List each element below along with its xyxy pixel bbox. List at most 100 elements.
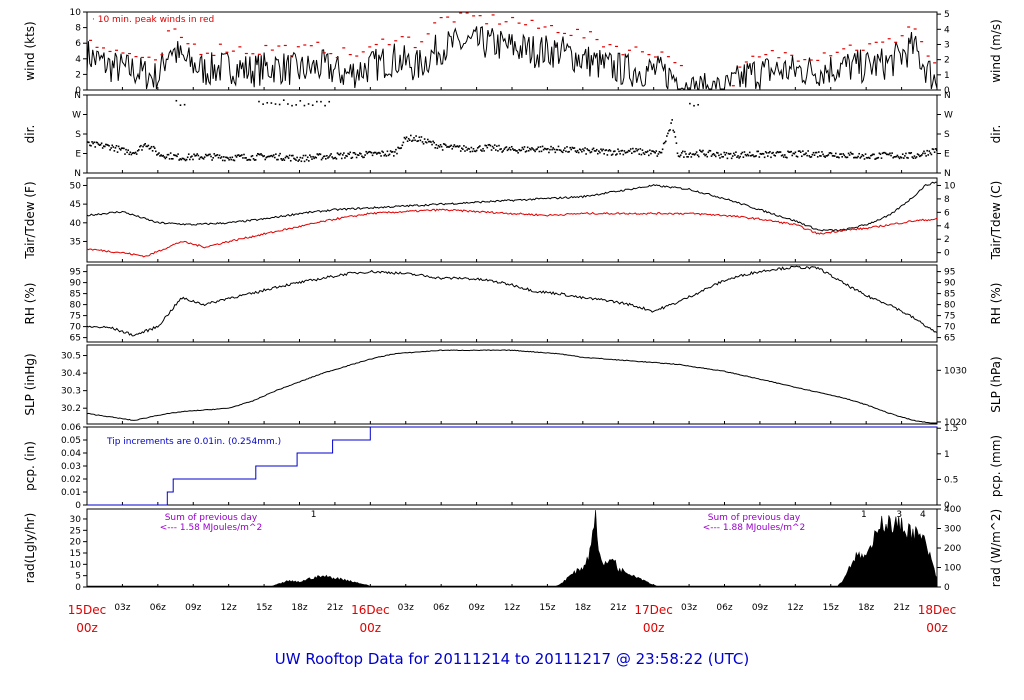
right-tick-label-temp: 8 <box>944 195 950 205</box>
direction-dot <box>886 153 888 156</box>
direction-dot <box>796 155 799 158</box>
direction-dot <box>590 151 593 153</box>
direction-dot <box>275 153 277 155</box>
direction-dot <box>728 153 731 155</box>
direction-dot <box>517 151 519 154</box>
direction-dot <box>889 152 891 155</box>
direction-dot <box>901 153 904 156</box>
right-tick-label-wind: 0 <box>944 86 950 96</box>
direction-dot <box>815 151 818 154</box>
direction-dot <box>156 154 158 156</box>
direction-dot <box>907 157 909 159</box>
direction-dot <box>578 148 581 151</box>
left-axis-label-slp: SLP (inHg) <box>23 353 37 415</box>
direction-dot <box>768 151 770 154</box>
direction-dot <box>556 149 559 151</box>
direction-dot <box>742 156 745 158</box>
direction-dot <box>500 148 502 150</box>
direction-dot <box>463 145 465 147</box>
direction-dot <box>558 149 561 151</box>
direction-dot <box>215 154 218 157</box>
direction-dot <box>646 150 649 153</box>
direction-dot <box>178 159 180 161</box>
direction-dot <box>332 157 335 160</box>
direction-dot <box>703 153 705 155</box>
direction-dot <box>782 156 785 158</box>
direction-dot <box>695 151 698 153</box>
direction-dot <box>653 151 655 153</box>
direction-dot <box>619 152 621 155</box>
direction-dot <box>461 147 463 150</box>
direction-dot <box>820 155 822 157</box>
x-minor-label: 18z <box>858 603 874 613</box>
direction-dot <box>933 151 936 153</box>
direction-dot <box>325 158 327 160</box>
direction-dot <box>217 156 220 159</box>
direction-dot <box>490 149 493 151</box>
left-axis-label-rad: rad(Lgly/hr) <box>23 513 37 584</box>
direction-dot <box>543 147 546 150</box>
direction-dot <box>551 148 553 151</box>
direction-dot <box>909 152 911 155</box>
direction-dot <box>871 154 873 156</box>
left-tick-label-dir: N <box>74 91 81 101</box>
direction-dot <box>621 149 624 152</box>
direction-dot <box>467 147 469 150</box>
direction-dot <box>890 154 892 157</box>
direction-dot <box>642 152 645 154</box>
direction-dot <box>453 144 456 146</box>
direction-dot <box>821 151 823 153</box>
direction-dot <box>897 156 900 158</box>
right-tick-label-temp: 4 <box>944 222 950 232</box>
direction-dot <box>478 146 480 148</box>
panel-frame-rh <box>86 264 938 343</box>
direction-dot <box>931 148 934 150</box>
direction-dot <box>371 154 374 157</box>
left-tick-label-pcp: 0.04 <box>61 449 81 459</box>
direction-dot <box>922 152 924 155</box>
direction-dot <box>662 142 665 145</box>
direction-dot <box>376 153 378 155</box>
direction-dot <box>447 145 449 148</box>
direction-dot <box>317 154 320 156</box>
direction-dot <box>789 151 791 153</box>
direction-dot <box>759 152 762 155</box>
direction-dot <box>396 152 398 155</box>
direction-dot <box>382 151 384 154</box>
direction-dot <box>544 148 547 150</box>
direction-dot <box>620 150 622 152</box>
direction-dot <box>147 144 150 147</box>
direction-dot <box>389 150 392 152</box>
direction-dot <box>415 135 417 137</box>
direction-dot <box>888 153 890 156</box>
direction-dot <box>270 102 273 104</box>
direction-dot <box>216 154 219 156</box>
direction-dot <box>825 155 828 157</box>
direction-dot <box>798 150 801 152</box>
right-tick-label-rad: 200 <box>944 544 961 554</box>
direction-dot <box>659 151 662 154</box>
direction-dot <box>896 154 899 157</box>
direction-dot <box>235 156 238 158</box>
direction-dot <box>331 156 333 158</box>
direction-dot <box>569 146 571 149</box>
direction-dot <box>395 148 397 151</box>
direction-dot <box>250 155 253 158</box>
direction-dot <box>324 104 326 107</box>
direction-dot <box>591 148 594 151</box>
right-tick-label-dir: E <box>944 150 950 160</box>
direction-dot <box>242 157 244 159</box>
direction-dot <box>220 156 223 158</box>
direction-dot <box>637 148 639 151</box>
direction-dot <box>773 154 775 157</box>
left-tick-label-rad: 20 <box>70 538 82 548</box>
direction-dot <box>741 151 744 154</box>
direction-dot <box>819 155 821 157</box>
direction-dot <box>323 155 326 157</box>
direction-dot <box>602 148 604 151</box>
direction-dot <box>213 153 216 155</box>
direction-dot <box>650 152 652 155</box>
direction-dot <box>173 154 175 156</box>
right-tick-label-pcp: 0.5 <box>944 475 958 485</box>
direction-dot <box>685 153 687 155</box>
